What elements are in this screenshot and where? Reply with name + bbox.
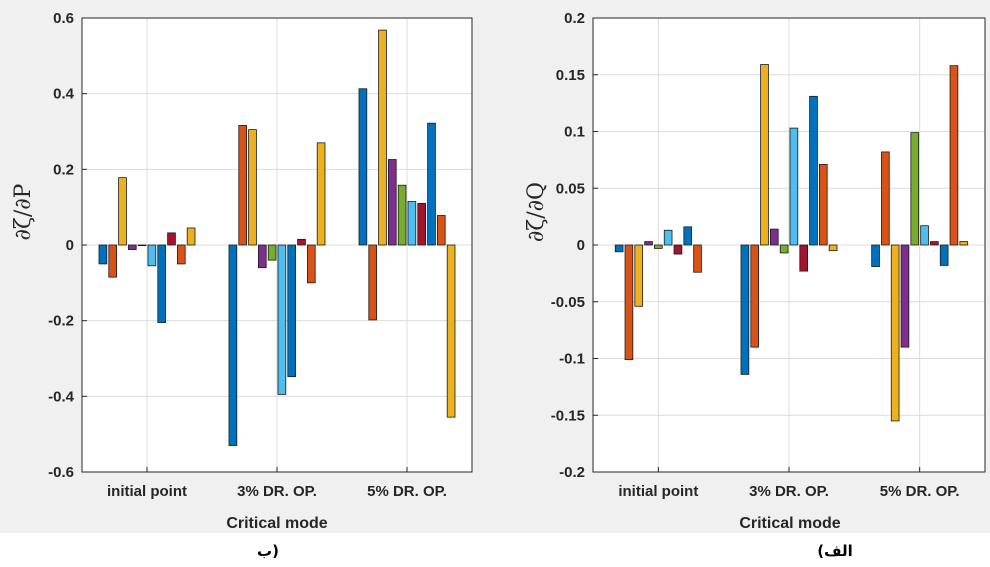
bar [634, 244, 644, 307]
y-tick-label: -0.4 [48, 388, 75, 405]
bar [228, 244, 238, 446]
bar [819, 164, 828, 246]
bar [890, 244, 900, 422]
bar [871, 244, 880, 267]
bar [277, 244, 287, 395]
bar [407, 201, 417, 246]
x-tick-label: initial point [618, 483, 698, 500]
bar [167, 232, 176, 246]
y-tick-label: 0 [577, 237, 585, 254]
bar [316, 142, 326, 246]
x-tick-label: 5% DR. OP. [880, 483, 960, 500]
y-tick-label: 0.4 [53, 86, 75, 103]
bar [828, 244, 838, 252]
bar [98, 244, 108, 265]
bar [118, 177, 127, 246]
bar [257, 244, 267, 269]
bar [809, 95, 818, 246]
y-tick-label: 0.6 [53, 10, 74, 27]
bar [920, 225, 929, 246]
axes-box [81, 17, 473, 473]
y-tick-label: 0.2 [53, 161, 74, 178]
bar [654, 244, 663, 249]
bar [910, 132, 920, 246]
bar [186, 227, 196, 246]
bar [287, 244, 296, 378]
bar [750, 244, 759, 348]
bar [378, 29, 387, 246]
bar [760, 64, 769, 246]
bar [949, 65, 959, 246]
x-tick-label: 3% DR. OP. [749, 483, 829, 500]
bar [176, 244, 186, 265]
chart-left-xlabel: Critical mode [226, 515, 327, 532]
bar [137, 244, 147, 247]
bar [614, 244, 624, 253]
bar [770, 228, 779, 246]
bar [147, 244, 157, 267]
bar [779, 244, 789, 254]
y-tick-label: 0.2 [564, 10, 585, 27]
chart-right-ylabel: ∂ζ/∂Q [524, 182, 549, 242]
bar [693, 244, 702, 273]
bar [799, 244, 808, 272]
bar [939, 244, 949, 266]
bar [436, 215, 446, 246]
bar [789, 127, 799, 246]
bar [267, 244, 277, 261]
bar [930, 241, 939, 246]
bar [157, 244, 167, 323]
bar [108, 244, 118, 278]
y-tick-label: 0.15 [556, 67, 585, 84]
bar [740, 244, 750, 375]
y-tick-label: -0.2 [559, 464, 585, 481]
bar [446, 244, 456, 418]
axes-box [592, 17, 986, 473]
caption-right: الف) [817, 542, 853, 560]
y-tick-label: -0.1 [559, 351, 585, 368]
y-tick-label: -0.6 [48, 464, 74, 481]
x-tick-label: initial point [107, 483, 187, 500]
figure-footer [0, 533, 990, 567]
chart-dzeta-dp: -0.6 -0.4 -0.2 0 0.2 0.4 0.6 initial point 3% DR… [48, 10, 473, 500]
bar [673, 244, 683, 255]
caption-left: ب) [257, 542, 279, 560]
bar [127, 244, 137, 250]
bar [238, 125, 248, 246]
y-tick-label: -0.05 [551, 294, 585, 311]
y-tick-label: -0.2 [48, 313, 74, 330]
bar [683, 226, 693, 246]
bar [297, 238, 306, 246]
chart-right-xlabel: Critical mode [739, 515, 840, 532]
bar [663, 229, 673, 246]
bar [959, 241, 969, 246]
x-tick-label: 5% DR. OP. [367, 483, 447, 500]
bar [358, 88, 368, 246]
bar [881, 151, 890, 246]
y-tick-label: 0 [66, 237, 74, 254]
bar [397, 184, 407, 246]
bar [644, 241, 653, 246]
y-tick-label: 0.05 [556, 180, 585, 197]
y-tick-label: 0.1 [564, 124, 585, 141]
bar [900, 244, 910, 348]
bar [248, 129, 257, 246]
y-tick-label: -0.15 [551, 407, 585, 424]
bar [624, 244, 634, 361]
bar [368, 244, 377, 321]
chart-dzeta-dq: -0.2 -0.15 -0.1 -0.05 0 0.05 0.1 0.15 0.2 initial… [551, 10, 986, 500]
bar [306, 244, 316, 284]
bar [387, 159, 397, 246]
bar [427, 122, 436, 246]
chart-left-ylabel: ∂ζ/∂P [11, 183, 36, 240]
bar [417, 202, 426, 246]
x-tick-label: 3% DR. OP. [237, 483, 317, 500]
